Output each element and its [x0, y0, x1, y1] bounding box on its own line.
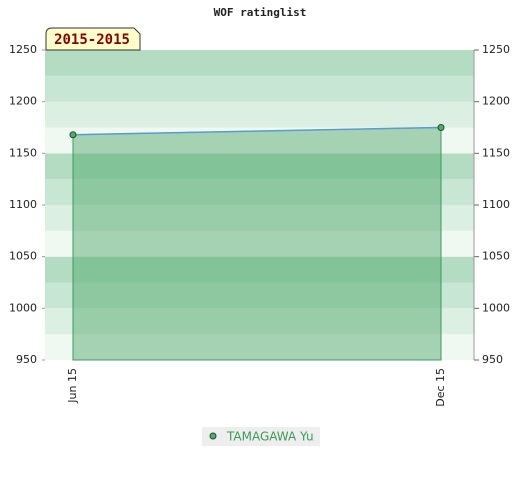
band [45, 153, 474, 180]
y2-tick-label: 1250 [482, 43, 510, 56]
y-tick-label: 1050 [9, 250, 37, 263]
point [437, 124, 445, 131]
background-bands [45, 50, 474, 360]
y2-tick-label: 950 [482, 353, 503, 366]
y2-tick-label: 1050 [482, 250, 510, 263]
point [69, 131, 77, 139]
x-tick-label: Dec 15 [434, 368, 447, 407]
band [45, 282, 474, 309]
band [45, 256, 474, 283]
y-tick-label: 1000 [9, 301, 37, 314]
area [72, 126, 442, 361]
y2-tick-label: 1100 [482, 198, 510, 211]
band [45, 230, 474, 257]
plot [69, 124, 445, 361]
line [72, 126, 442, 136]
band [45, 179, 474, 205]
band [45, 50, 474, 76]
y-tick-label: 950 [16, 353, 37, 366]
y2-tick-label: 1150 [482, 146, 510, 159]
y-tick-label: 1200 [9, 95, 37, 108]
legend-marker [209, 432, 217, 440]
legend-box [202, 427, 320, 446]
chart-title: WOF ratinglist [214, 6, 307, 19]
y-tick-label: 1100 [9, 198, 37, 211]
x-tick-label: Jun 15 [66, 368, 79, 404]
y-tick-label: 1250 [9, 43, 37, 56]
band [45, 75, 474, 102]
y2-tick-label: 1000 [482, 301, 510, 314]
band [45, 205, 474, 231]
y-tick-label: 1150 [9, 146, 37, 159]
band [45, 334, 474, 360]
range-box [45, 27, 141, 51]
band [45, 101, 474, 128]
range-label: 2015-2015 [54, 32, 130, 48]
legend-label: TAMAGAWA Yu [226, 430, 314, 444]
y2-tick-label: 1200 [482, 95, 510, 108]
band [45, 308, 474, 335]
